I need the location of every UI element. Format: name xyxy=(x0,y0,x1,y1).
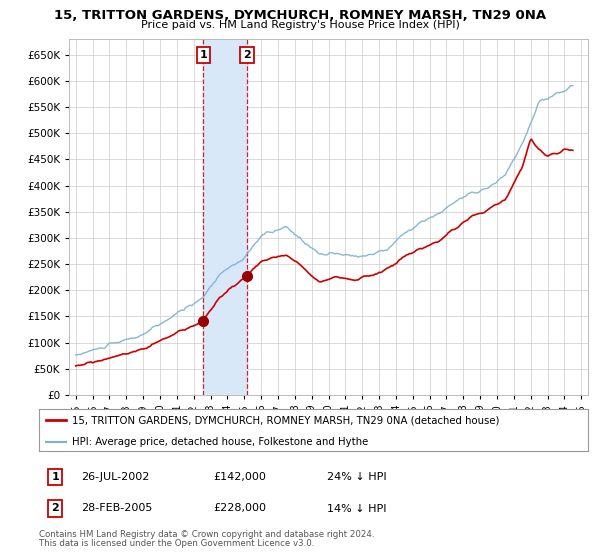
Text: 1: 1 xyxy=(52,472,59,482)
Text: This data is licensed under the Open Government Licence v3.0.: This data is licensed under the Open Gov… xyxy=(39,539,314,548)
Text: £228,000: £228,000 xyxy=(213,503,266,514)
Text: 2: 2 xyxy=(243,50,251,60)
Text: 24% ↓ HPI: 24% ↓ HPI xyxy=(327,472,386,482)
Text: £142,000: £142,000 xyxy=(213,472,266,482)
Text: 15, TRITTON GARDENS, DYMCHURCH, ROMNEY MARSH, TN29 0NA (detached house): 15, TRITTON GARDENS, DYMCHURCH, ROMNEY M… xyxy=(72,415,499,425)
Text: Contains HM Land Registry data © Crown copyright and database right 2024.: Contains HM Land Registry data © Crown c… xyxy=(39,530,374,539)
Text: 1: 1 xyxy=(200,50,208,60)
Text: 2: 2 xyxy=(52,503,59,514)
Text: 26-JUL-2002: 26-JUL-2002 xyxy=(81,472,149,482)
Text: 28-FEB-2005: 28-FEB-2005 xyxy=(81,503,152,514)
Text: Price paid vs. HM Land Registry's House Price Index (HPI): Price paid vs. HM Land Registry's House … xyxy=(140,20,460,30)
Text: HPI: Average price, detached house, Folkestone and Hythe: HPI: Average price, detached house, Folk… xyxy=(72,437,368,446)
Text: 15, TRITTON GARDENS, DYMCHURCH, ROMNEY MARSH, TN29 0NA: 15, TRITTON GARDENS, DYMCHURCH, ROMNEY M… xyxy=(54,9,546,22)
Text: 14% ↓ HPI: 14% ↓ HPI xyxy=(327,503,386,514)
Bar xyxy=(203,39,247,395)
